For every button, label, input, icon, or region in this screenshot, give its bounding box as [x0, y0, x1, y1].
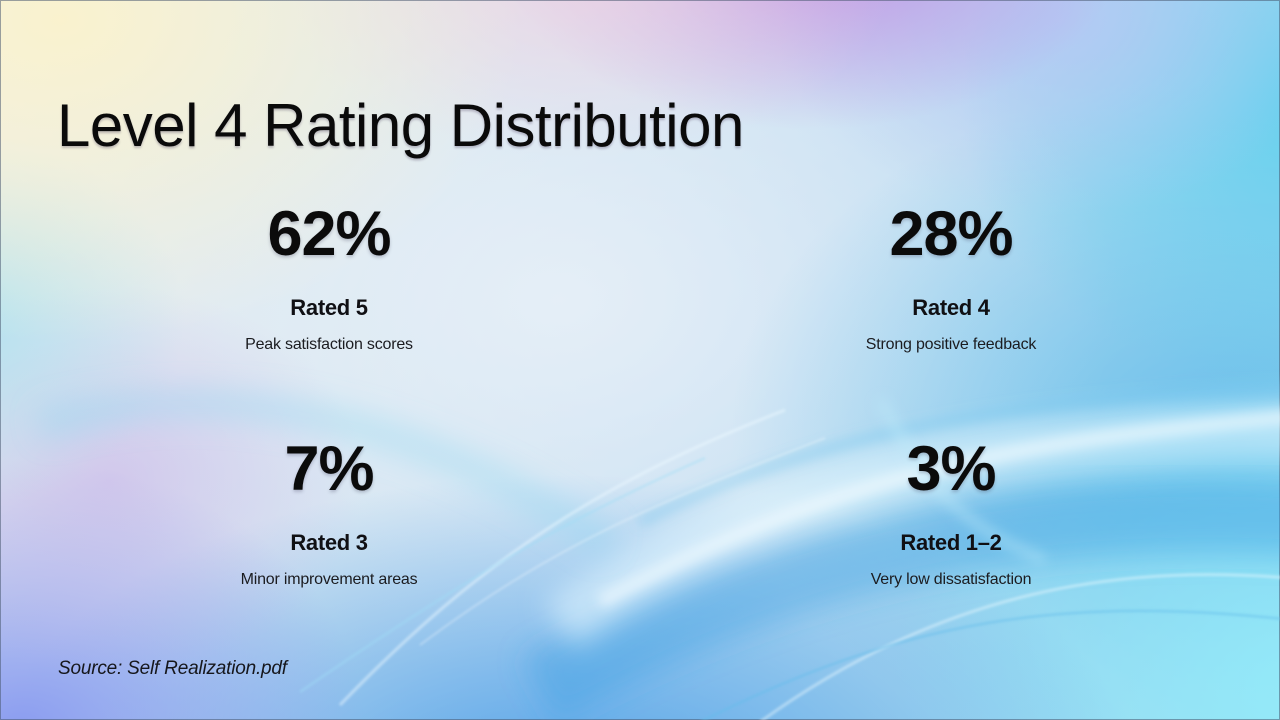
stat-value: 62% [267, 199, 391, 269]
stat-description: Very low dissatisfaction [870, 571, 1032, 588]
stat-card-rated-5: 62% Rated 5 Peak satisfaction scores [245, 203, 413, 353]
stat-card-rated-4: 28% Rated 4 Strong positive feedback [865, 199, 1037, 353]
stat-card-rated-1-2: 3% Rated 1–2 Very low dissatisfaction [871, 438, 1032, 588]
stat-label: Rated 5 [290, 295, 368, 320]
stat-label: Rated 4 [912, 295, 990, 320]
stat-value: 28% [889, 199, 1013, 269]
stat-value: 7% [284, 434, 374, 504]
stats-grid: 62% Rated 5 Peak satisfaction scores 28%… [18, 203, 1262, 588]
stat-value: 3% [906, 434, 996, 504]
stat-card-rated-3: 7% Rated 3 Minor improvement areas [241, 438, 418, 588]
slide-title: Level 4 Rating Distribution [57, 92, 744, 160]
stat-label: Rated 3 [290, 530, 368, 555]
stat-description: Minor improvement areas [240, 571, 418, 588]
source-note: Source: Self Realization.pdf [58, 658, 287, 679]
stat-description: Strong positive feedback [865, 336, 1037, 353]
stat-label: Rated 1–2 [900, 530, 1002, 555]
stat-description: Peak satisfaction scores [245, 336, 413, 353]
